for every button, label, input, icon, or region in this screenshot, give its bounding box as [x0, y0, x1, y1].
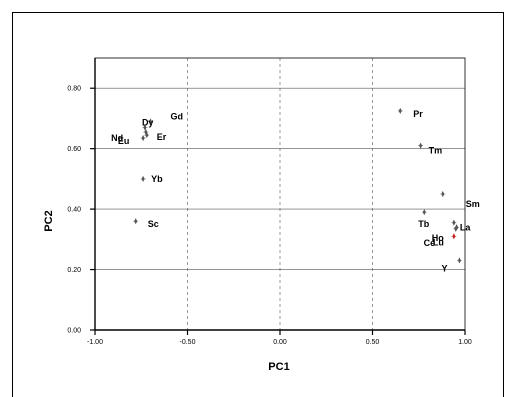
data-point-nd	[140, 135, 146, 142]
point-label-nd: Nd	[111, 133, 123, 143]
point-label-tm: Tm	[429, 146, 443, 156]
point-label-tb: Tb	[418, 219, 429, 229]
x-tick-label: -0.50	[180, 339, 196, 346]
y-tick-label: 0.80	[67, 86, 81, 93]
point-label-pr: Pr	[413, 109, 423, 119]
y-tick-label: 0.40	[67, 207, 81, 214]
data-point-gd	[148, 118, 153, 125]
point-label-yb: Yb	[151, 174, 163, 184]
point-label-dy: Dy	[142, 118, 154, 128]
point-label-sc: Sc	[148, 219, 159, 229]
x-tick-label: 1.00	[458, 339, 472, 346]
data-point-eu	[143, 128, 149, 136]
data-point-lu	[451, 233, 457, 240]
data-point-dy	[142, 124, 148, 131]
y-tick-label: 0.60	[67, 146, 81, 153]
x-tick-label: 0.00	[273, 339, 287, 346]
data-point-tb	[421, 209, 427, 216]
y-axis-title: PC2	[43, 210, 55, 231]
data-point-pr	[397, 107, 403, 114]
point-label-er: Er	[157, 132, 167, 142]
x-tick-label: 0.50	[366, 339, 380, 346]
x-axis-title: PC1	[268, 361, 289, 373]
data-point-sm	[440, 190, 446, 198]
point-label-sm: Sm	[466, 199, 480, 209]
data-point-tm	[418, 142, 423, 149]
data-point-y	[457, 257, 462, 264]
axes: -1.00 -0.50 0.00 0.50 1.00 0.00 0.20 0.40 0.60 0.…	[67, 57, 472, 346]
point-label-la: La	[460, 223, 471, 233]
data-points	[133, 107, 462, 264]
plot-border	[94, 57, 466, 331]
data-point-la	[451, 219, 457, 226]
point-label-y: Y	[441, 263, 447, 273]
y-tick-label: 0.00	[67, 328, 81, 335]
chart-frame	[12, 12, 504, 397]
point-label-ce: Ce	[424, 238, 436, 248]
x-tick-label: -1.00	[87, 339, 103, 346]
point-label-lu: Lu	[433, 237, 444, 247]
point-label-eu: Eu	[118, 136, 130, 146]
scatter-chart: -1.00 -0.50 0.00 0.50 1.00 0.00 0.20 0.40 0.60 0.…	[43, 57, 480, 373]
y-tick-label: 0.20	[67, 267, 81, 274]
point-label-gd: Gd	[171, 111, 184, 121]
grid-lines	[95, 58, 465, 330]
data-point-ce	[454, 224, 460, 231]
data-point-sc	[133, 218, 139, 225]
data-point-yb	[140, 175, 146, 182]
point-label-ho: Ho	[432, 233, 444, 243]
